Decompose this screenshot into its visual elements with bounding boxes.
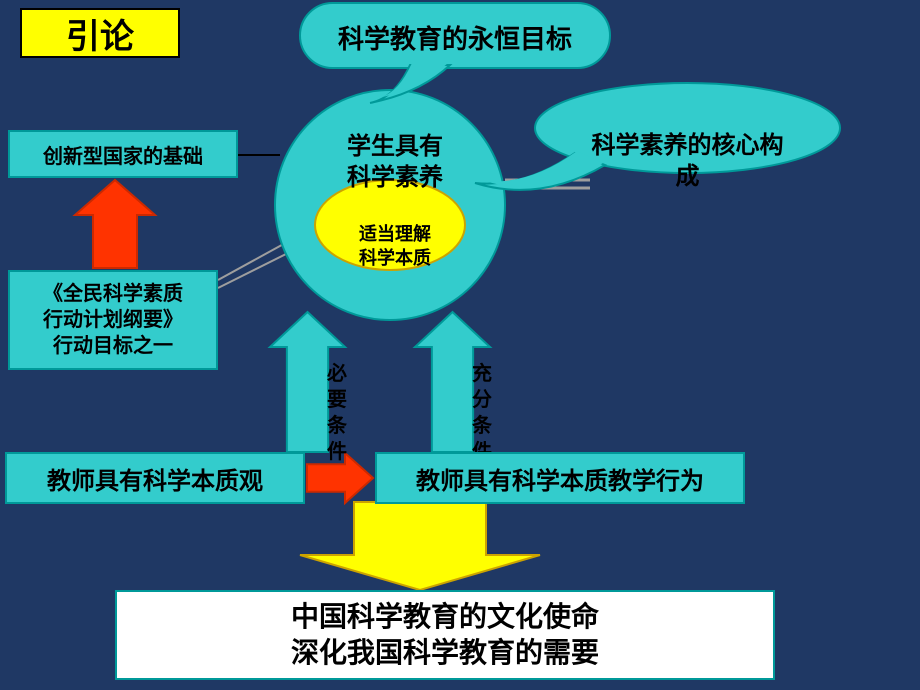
teacher-view-box: 教师具有科学本质观 [5, 452, 305, 504]
sufficient-label: 充 分 条 件 [472, 363, 492, 463]
necessary-label: 必 要 条 件 [327, 363, 347, 463]
understand-nature-text: 适当理解 科学本质 [335, 200, 455, 270]
action-plan-label: 《全民科学素质 行动计划纲要》 行动目标之一 [43, 281, 183, 359]
mission-label: 中国科学教育的文化使命 深化我国科学教育的需要 [291, 599, 599, 672]
innovation-base-box: 创新型国家的基础 [8, 130, 238, 178]
understand-nature-label: 适当理解 科学本质 [359, 224, 431, 267]
teacher-view-label: 教师具有科学本质观 [47, 461, 263, 496]
intro-title-box: 引论 [20, 8, 180, 58]
eternal-goal-label: 科学教育的永恒目标 [338, 24, 572, 54]
action-plan-box: 《全民科学素质 行动计划纲要》 行动目标之一 [8, 270, 218, 370]
eternal-goal-bubble-text: 科学教育的永恒目标 [300, 19, 610, 56]
mission-box: 中国科学教育的文化使命 深化我国科学教育的需要 [115, 590, 775, 680]
innovation-base-label: 创新型国家的基础 [43, 140, 203, 169]
core-composition-bubble-text: 科学素养的核心构 成 [555, 99, 820, 193]
student-literacy-text: 学生具有 科学素养 [330, 100, 460, 194]
teacher-behavior-label: 教师具有科学本质教学行为 [416, 461, 704, 496]
teacher-behavior-box: 教师具有科学本质教学行为 [375, 452, 745, 504]
necessary-condition-text: 必 要 条 件 [322, 335, 352, 465]
core-composition-label: 科学素养的核心构 成 [592, 132, 784, 190]
intro-label: 引论 [66, 9, 134, 58]
student-literacy-label: 学生具有 科学素养 [347, 133, 443, 191]
sufficient-condition-text: 充 分 条 件 [467, 335, 497, 465]
